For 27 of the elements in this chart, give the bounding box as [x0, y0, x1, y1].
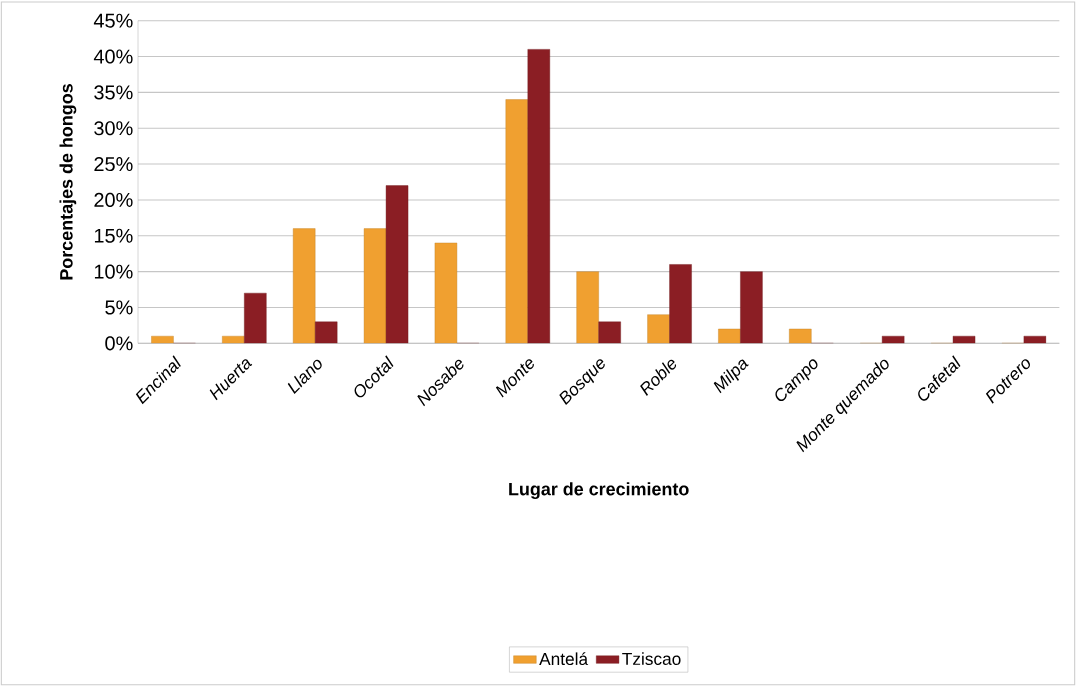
bar: [385, 185, 409, 344]
y-axis-title: Porcentajes de hongos: [59, 84, 77, 280]
bar: [292, 228, 316, 344]
y-tick-label: 15%: [94, 228, 133, 243]
legend-label: Antelá: [539, 652, 589, 666]
bar: [505, 99, 528, 344]
bar: [669, 264, 692, 344]
y-tick-label: 20%: [94, 192, 133, 207]
legend-label: Tziscao: [622, 652, 681, 665]
y-tick-label: 40%: [93, 49, 133, 64]
bar: [576, 271, 599, 344]
x-axis-title: Lugar de crecimiento: [509, 482, 689, 500]
y-tick-label: 30%: [94, 121, 133, 136]
y-tick-label: 10%: [94, 264, 133, 279]
y-tick-label: 45%: [93, 13, 133, 28]
bar: [647, 314, 670, 344]
bar: [527, 49, 550, 344]
bar: [434, 242, 458, 344]
y-tick-label: 25%: [94, 157, 133, 172]
y-tick-label: 5%: [105, 300, 133, 315]
bar: [363, 228, 387, 344]
bar: [598, 321, 621, 344]
bar: [314, 321, 338, 344]
bar: [244, 292, 267, 344]
y-tick-label: 0%: [105, 336, 133, 351]
y-tick-label: 35%: [94, 85, 133, 100]
bar: [740, 271, 763, 344]
